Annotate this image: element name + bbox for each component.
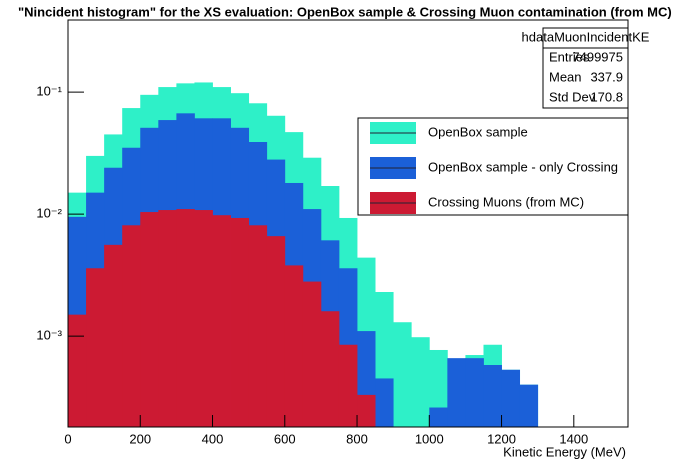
y-tick-label: 10⁻¹	[36, 84, 62, 99]
legend-label: Crossing Muons (from MC)	[428, 194, 584, 209]
bar	[411, 337, 430, 427]
stats-label: Mean	[549, 69, 582, 84]
bar	[158, 210, 177, 427]
bar	[320, 311, 340, 427]
bar	[501, 369, 521, 427]
bar	[104, 244, 123, 427]
stats-value: 7499975	[572, 49, 623, 64]
bar	[465, 358, 484, 427]
bar	[338, 344, 358, 427]
bar	[194, 210, 213, 427]
x-tick-label: 200	[129, 431, 151, 446]
x-tick-label: 0	[64, 431, 71, 446]
x-tick-label: 1400	[559, 431, 588, 446]
bar	[483, 364, 502, 427]
bar	[302, 281, 322, 427]
bar	[357, 394, 376, 427]
legend-label: OpenBox sample - only Crossing	[428, 159, 618, 174]
x-tick-label: 1000	[415, 431, 444, 446]
stats-value: 337.9	[590, 69, 623, 84]
bar	[86, 268, 105, 427]
bar	[519, 384, 539, 427]
bar	[212, 215, 231, 427]
bar	[447, 358, 466, 427]
legend-label: OpenBox sample	[428, 124, 528, 139]
x-tick-label: 800	[346, 431, 368, 446]
bar	[68, 314, 87, 427]
x-tick-label: 1200	[487, 431, 516, 446]
y-tick-label: 10⁻³	[36, 328, 62, 343]
y-tick-label: 10⁻²	[36, 206, 62, 221]
bar	[230, 217, 250, 427]
stats-title: hdataMuonIncidentKE	[522, 29, 650, 44]
x-tick-label: 400	[202, 431, 224, 446]
bar	[140, 212, 159, 427]
bar	[266, 236, 286, 427]
bar	[429, 407, 448, 427]
bar	[375, 378, 394, 427]
x-tick-label: 600	[274, 431, 296, 446]
stats-label: Std Dev	[549, 89, 596, 104]
bar	[284, 265, 304, 427]
bar	[122, 225, 141, 427]
bar	[176, 209, 195, 427]
bar	[248, 225, 268, 427]
axis-frame	[67, 19, 629, 428]
stats-label: Entries	[549, 49, 590, 64]
stats-box	[542, 27, 629, 109]
stats-value: 170.8	[590, 89, 623, 104]
bar	[393, 322, 412, 427]
chart-title: "Nincident histogram" for the XS evaluat…	[18, 4, 672, 19]
x-axis-label: Kinetic Energy (MeV)	[503, 444, 626, 459]
